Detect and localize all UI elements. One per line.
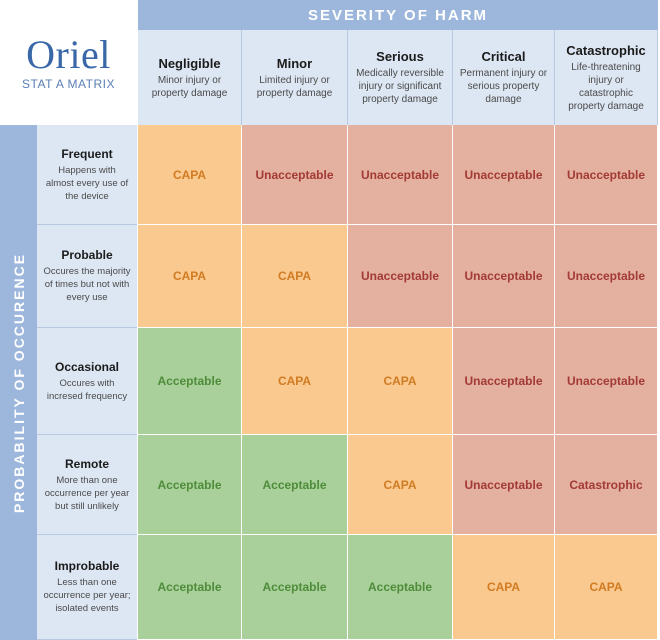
severity-column-negligible: Negligible Minor injury or property damag… xyxy=(138,30,242,125)
severity-description: Minor injury or property damage xyxy=(151,74,228,99)
risk-cell: Unacceptable xyxy=(453,435,555,535)
risk-cell: CAPA xyxy=(138,125,242,225)
severity-title: Serious xyxy=(376,49,424,64)
severity-column-serious: Serious Medically reversible injury or si… xyxy=(348,30,453,125)
probability-description: Occures with incresed frequency xyxy=(46,377,128,402)
severity-title: Catastrophic xyxy=(566,42,646,58)
severity-description: Medically reversible injury or significa… xyxy=(356,68,444,105)
logo-wordmark: Oriel xyxy=(26,31,111,77)
severity-description: Permanent injury or serious property dam… xyxy=(459,68,548,105)
severity-description: Life-threatening injury or catastrophic … xyxy=(568,61,644,112)
risk-cell: Unacceptable xyxy=(453,225,555,328)
risk-cell: Acceptable xyxy=(138,328,242,435)
probability-title: Probable xyxy=(61,248,113,262)
probability-title: Occasional xyxy=(54,359,120,374)
severity-column-minor: Minor Limited injury or property damage xyxy=(242,30,348,125)
risk-cell: Unacceptable xyxy=(555,125,658,225)
risk-cell: CAPA xyxy=(138,225,242,328)
probability-description: Occures the majority of times but not wi… xyxy=(43,266,131,303)
oriel-logo: Oriel STAT A MATRIX xyxy=(0,0,137,125)
risk-cell: Unacceptable xyxy=(348,225,453,328)
risk-cell: Acceptable xyxy=(242,535,348,640)
probability-description: Less than one occurrence per year; isola… xyxy=(43,577,131,614)
logo-subtitle: STAT A MATRIX xyxy=(22,76,115,91)
risk-cell: CAPA xyxy=(555,535,658,640)
probability-header: PROBABILITY OF OCCURENCE xyxy=(10,252,27,513)
risk-cell: CAPA xyxy=(348,435,453,535)
probability-description: More than one occurrence per year but st… xyxy=(44,474,130,512)
probability-title: Remote xyxy=(64,456,109,471)
risk-cell: CAPA xyxy=(242,328,348,435)
risk-cell: Unacceptable xyxy=(453,328,555,435)
severity-title: Minor xyxy=(276,55,313,71)
risk-cell: Unacceptable xyxy=(453,125,555,225)
probability-header-band: PROBABILITY OF OCCURENCE xyxy=(0,125,37,640)
risk-cell: Acceptable xyxy=(348,535,453,640)
probability-row-occasional: Occasional Occures with incresed frequenc… xyxy=(37,328,137,435)
probability-row-probable: Probable Occures the majority of times bu… xyxy=(37,225,137,328)
severity-title: Negligible xyxy=(158,55,221,71)
risk-cell: Acceptable xyxy=(138,535,242,640)
risk-cell: Unacceptable xyxy=(242,125,348,225)
probability-row-remote: Remote More than one occurrence per year … xyxy=(37,435,137,535)
severity-column-critical: Critical Permanent injury or serious prop… xyxy=(453,30,555,125)
risk-cell: Unacceptable xyxy=(555,225,658,328)
severity-description: Limited injury or property damage xyxy=(256,74,333,99)
risk-cell: CAPA xyxy=(453,535,555,640)
risk-cell: Acceptable xyxy=(138,435,242,535)
severity-header: SEVERITY OF HARM xyxy=(138,0,658,30)
probability-description: Happens with almost every use of the dev… xyxy=(45,164,129,202)
risk-cell: Unacceptable xyxy=(555,328,658,435)
risk-cell: CAPA xyxy=(348,328,453,435)
risk-cell: CAPA xyxy=(242,225,348,328)
probability-title: Improbable xyxy=(54,559,120,573)
probability-row-improbable: Improbable Less than one occurrence per y… xyxy=(37,535,137,640)
severity-title: Critical xyxy=(481,49,526,64)
risk-cell: Unacceptable xyxy=(348,125,453,225)
risk-cell: Catastrophic xyxy=(555,435,658,535)
probability-title: Frequent xyxy=(61,146,113,161)
probability-row-frequent: Frequent Happens with almost every use of… xyxy=(37,125,137,225)
severity-column-catastrophic: Catastrophic Life-threatening injury or c… xyxy=(555,30,658,125)
risk-cell: Acceptable xyxy=(242,435,348,535)
